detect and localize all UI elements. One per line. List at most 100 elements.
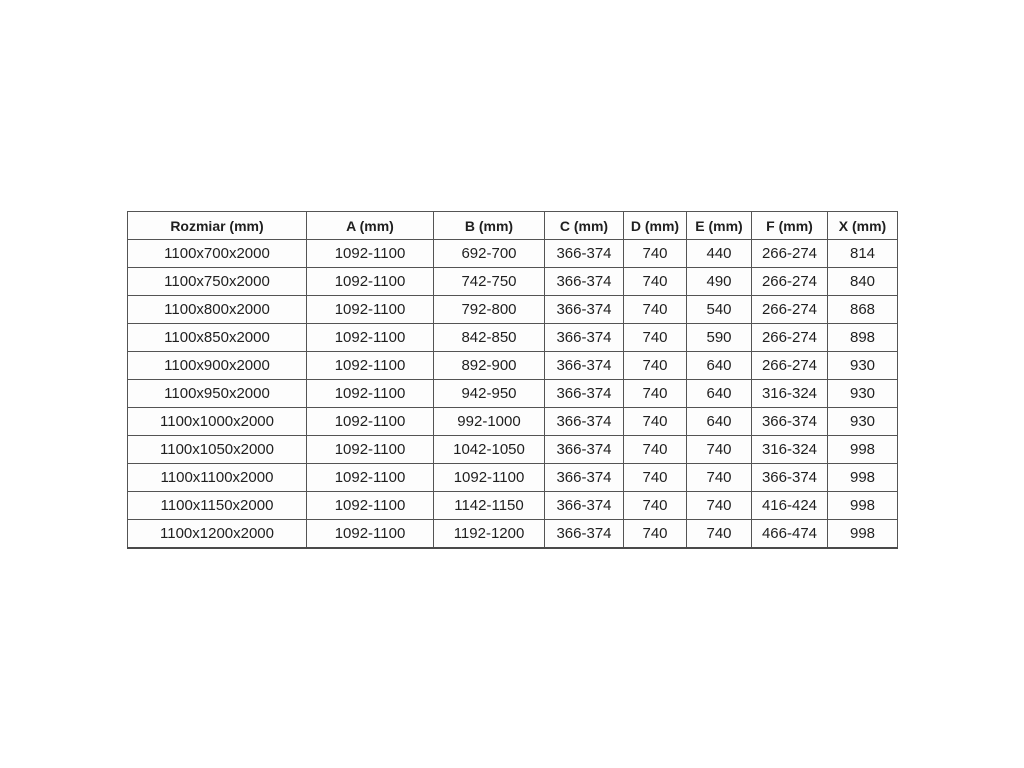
table-cell: 590 — [686, 323, 752, 352]
table-cell: 1100x900x2000 — [127, 351, 307, 380]
table-cell: 998 — [827, 519, 898, 548]
table-cell: 740 — [623, 435, 687, 464]
table-cell: 1042-1050 — [433, 435, 545, 464]
table-cell: 366-374 — [544, 491, 624, 520]
table-cell: 366-374 — [544, 463, 624, 492]
table-cell: 366-374 — [544, 435, 624, 464]
table-cell: 1100x950x2000 — [127, 379, 307, 408]
table-row-header: Rozmiar (mm) A (mm) B (mm) C (mm) D (mm) E (m… — [127, 211, 898, 240]
table-cell: 840 — [827, 267, 898, 296]
table-cell: 490 — [686, 267, 752, 296]
table-cell: 366-374 — [544, 519, 624, 548]
table-cell: 540 — [686, 295, 752, 324]
column-header: B (mm) — [433, 211, 545, 240]
column-header: Rozmiar (mm) — [127, 211, 307, 240]
table-cell: 740 — [623, 463, 687, 492]
table-cell: 1092-1100 — [306, 463, 434, 492]
table-cell: 740 — [623, 491, 687, 520]
spec-table: Rozmiar (mm) A (mm) B (mm) C (mm) D (mm) E (m… — [127, 211, 898, 549]
table-cell: 740 — [686, 435, 752, 464]
column-header: D (mm) — [623, 211, 687, 240]
table-cell: 930 — [827, 407, 898, 436]
table-cell: 266-274 — [751, 323, 828, 352]
table-cell: 316-324 — [751, 379, 828, 408]
table-cell: 1100x800x2000 — [127, 295, 307, 324]
table-cell: 740 — [623, 267, 687, 296]
table-cell: 1092-1100 — [306, 323, 434, 352]
table-cell: 1092-1100 — [306, 491, 434, 520]
column-header: F (mm) — [751, 211, 828, 240]
table-cell: 998 — [827, 435, 898, 464]
table-cell: 366-374 — [544, 295, 624, 324]
table-cell: 740 — [623, 351, 687, 380]
table-cell: 930 — [827, 351, 898, 380]
table-cell: 1092-1100 — [306, 435, 434, 464]
table-cell: 692-700 — [433, 239, 545, 268]
table-cell: 740 — [623, 519, 687, 548]
table-cell: 466-474 — [751, 519, 828, 548]
table-cell: 266-274 — [751, 267, 828, 296]
table-cell: 366-374 — [751, 463, 828, 492]
table-cell: 266-274 — [751, 295, 828, 324]
table-cell: 1092-1100 — [306, 379, 434, 408]
table-cell: 814 — [827, 239, 898, 268]
dimension-table-container: Rozmiar (mm) A (mm) B (mm) C (mm) D (mm) E (m… — [127, 211, 898, 549]
table-cell: 892-900 — [433, 351, 545, 380]
table-cell: 1100x700x2000 — [127, 239, 307, 268]
column-header: X (mm) — [827, 211, 898, 240]
table-row: 1100x1200x2000 1092-1100 1192-1200 366-374 7… — [127, 519, 898, 548]
column-header: C (mm) — [544, 211, 624, 240]
table-cell: 1100x1150x2000 — [127, 491, 307, 520]
table-cell: 1100x1000x2000 — [127, 407, 307, 436]
table-row: 1100x850x2000 1092-1100 842-850 366-374 740 5… — [127, 323, 898, 352]
table-cell: 316-324 — [751, 435, 828, 464]
table-cell: 742-750 — [433, 267, 545, 296]
table-cell: 640 — [686, 379, 752, 408]
table-row: 1100x1100x2000 1092-1100 1092-1100 366-374 7… — [127, 463, 898, 492]
table-cell: 740 — [623, 379, 687, 408]
table-cell: 266-274 — [751, 239, 828, 268]
table-cell: 842-850 — [433, 323, 545, 352]
table-cell: 998 — [827, 463, 898, 492]
table-cell: 366-374 — [544, 239, 624, 268]
table-cell: 942-950 — [433, 379, 545, 408]
table-cell: 930 — [827, 379, 898, 408]
table-cell: 740 — [686, 463, 752, 492]
table-cell: 740 — [623, 323, 687, 352]
table-cell: 1092-1100 — [306, 407, 434, 436]
table-cell: 366-374 — [544, 379, 624, 408]
table-row: 1100x1050x2000 1092-1100 1042-1050 366-374 7… — [127, 435, 898, 464]
table-cell: 1092-1100 — [306, 267, 434, 296]
table-cell: 998 — [827, 491, 898, 520]
table-cell: 868 — [827, 295, 898, 324]
table-body: 1100x700x2000 1092-1100 692-700 366-374 740 4… — [127, 239, 898, 548]
table-cell: 416-424 — [751, 491, 828, 520]
table-cell: 1192-1200 — [433, 519, 545, 548]
column-header: A (mm) — [306, 211, 434, 240]
table-row: 1100x900x2000 1092-1100 892-900 366-374 740 6… — [127, 351, 898, 380]
table-cell: 992-1000 — [433, 407, 545, 436]
table-cell: 740 — [623, 239, 687, 268]
column-header: E (mm) — [686, 211, 752, 240]
table-cell: 1092-1100 — [306, 351, 434, 380]
table-cell: 366-374 — [544, 351, 624, 380]
table-cell: 1100x750x2000 — [127, 267, 307, 296]
table-cell: 366-374 — [544, 407, 624, 436]
table-cell: 366-374 — [751, 407, 828, 436]
table-row: 1100x800x2000 1092-1100 792-800 366-374 740 5… — [127, 295, 898, 324]
table-header-row: Rozmiar (mm) A (mm) B (mm) C (mm) D (mm) E (m… — [127, 211, 898, 240]
table-cell: 1100x850x2000 — [127, 323, 307, 352]
table-cell: 1142-1150 — [433, 491, 545, 520]
table-cell: 740 — [623, 407, 687, 436]
table-cell: 1092-1100 — [306, 295, 434, 324]
table-cell: 440 — [686, 239, 752, 268]
table-row: 1100x1150x2000 1092-1100 1142-1150 366-374 7… — [127, 491, 898, 520]
table-row: 1100x950x2000 1092-1100 942-950 366-374 740 6… — [127, 379, 898, 408]
table-cell: 1092-1100 — [433, 463, 545, 492]
table-cell: 1100x1200x2000 — [127, 519, 307, 548]
table-row: 1100x700x2000 1092-1100 692-700 366-374 740 4… — [127, 239, 898, 268]
table-cell: 266-274 — [751, 351, 828, 380]
table-cell: 898 — [827, 323, 898, 352]
table-cell: 1092-1100 — [306, 519, 434, 548]
table-cell: 792-800 — [433, 295, 545, 324]
